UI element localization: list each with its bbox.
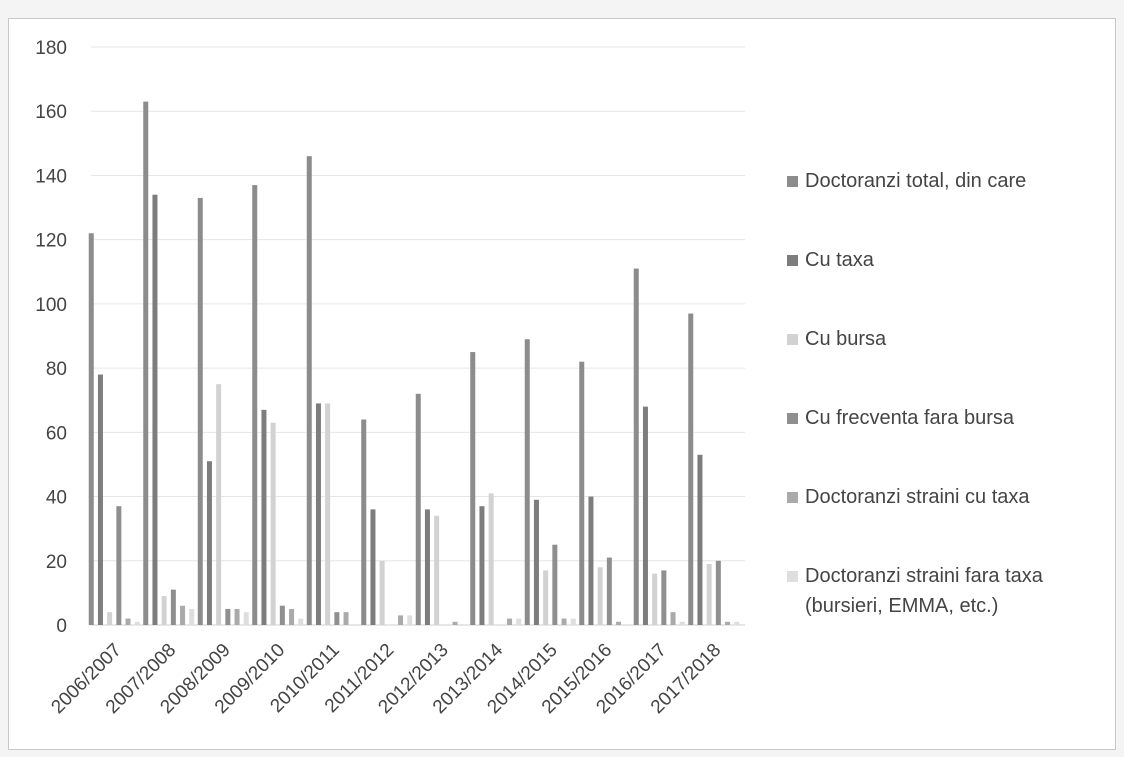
bar xyxy=(197,197,203,625)
y-tick-label: 60 xyxy=(46,423,67,444)
y-tick-label: 140 xyxy=(35,166,67,187)
legend: Doctoranzi total, din care Cu taxa Cu burs… xyxy=(787,170,1044,617)
bar xyxy=(533,499,539,625)
y-axis-ticks: 0 20 40 60 80 100 120 140 160 180 xyxy=(35,38,67,637)
bar xyxy=(306,156,312,625)
bar xyxy=(88,233,94,625)
bar xyxy=(488,493,494,625)
bar xyxy=(379,560,385,625)
bar xyxy=(452,621,458,625)
bar xyxy=(543,570,549,625)
bar xyxy=(334,612,340,625)
bar xyxy=(234,608,240,625)
bar xyxy=(470,352,476,625)
legend-label: (bursieri, EMMA, etc.) xyxy=(805,595,998,617)
bar xyxy=(398,615,404,625)
bar xyxy=(524,339,530,625)
bar xyxy=(361,419,367,625)
bar xyxy=(289,608,295,625)
bar xyxy=(661,570,667,625)
y-tick-label: 20 xyxy=(46,552,67,573)
x-axis-ticks: 2006/20072007/20082008/20092009/20102010… xyxy=(47,639,725,718)
bar xyxy=(298,618,304,625)
bar xyxy=(734,621,740,625)
legend-swatch xyxy=(787,571,798,582)
legend-label: Cu frecventa fara bursa xyxy=(805,407,1015,429)
bar xyxy=(125,618,131,625)
y-tick-label: 40 xyxy=(46,488,67,509)
legend-swatch xyxy=(787,492,798,503)
bar xyxy=(688,313,694,625)
legend-swatch xyxy=(787,413,798,424)
bar xyxy=(434,515,440,625)
bar xyxy=(279,605,285,625)
bar xyxy=(407,615,413,625)
y-tick-label: 160 xyxy=(35,102,67,123)
bar xyxy=(206,461,212,625)
bar xyxy=(552,544,558,625)
bar xyxy=(134,621,140,625)
bar xyxy=(570,618,576,625)
bar xyxy=(597,567,603,625)
bar xyxy=(479,506,485,625)
bar xyxy=(579,361,585,625)
bar xyxy=(325,403,331,625)
bar xyxy=(424,509,430,625)
legend-label: Doctoranzi straini fara taxa xyxy=(805,565,1044,587)
bar xyxy=(715,560,721,625)
bar xyxy=(561,618,567,625)
bar xyxy=(270,422,276,625)
bar xyxy=(252,185,258,626)
y-tick-label: 100 xyxy=(35,295,67,316)
bar xyxy=(652,573,658,625)
bar-chart: 0 20 40 60 80 100 120 140 160 180 2006/20072007/2… xyxy=(35,38,1044,718)
bar xyxy=(606,557,612,625)
legend-swatch xyxy=(787,334,798,345)
bar xyxy=(315,403,321,625)
y-tick-label: 80 xyxy=(46,359,67,380)
bar xyxy=(725,621,731,625)
bar xyxy=(516,618,522,625)
bar xyxy=(261,409,267,625)
legend-label: Doctoranzi total, din care xyxy=(805,170,1026,192)
bar xyxy=(588,496,594,625)
bar xyxy=(107,612,113,625)
bar xyxy=(116,506,122,625)
bar xyxy=(642,406,648,625)
bar xyxy=(180,605,186,625)
bar xyxy=(670,612,676,625)
bar xyxy=(189,608,195,625)
legend-label: Doctoranzi straini cu taxa xyxy=(805,486,1030,508)
legend-swatch xyxy=(787,255,798,266)
legend-label: Cu taxa xyxy=(805,249,875,271)
bar xyxy=(507,618,513,625)
bar xyxy=(415,393,421,625)
bar xyxy=(370,509,376,625)
bar xyxy=(161,596,167,625)
y-tick-label: 0 xyxy=(56,616,67,637)
bar xyxy=(679,621,685,625)
bar xyxy=(343,612,349,625)
bar xyxy=(706,563,712,625)
bar xyxy=(243,612,249,625)
legend-label: Cu bursa xyxy=(805,328,887,350)
bar xyxy=(97,374,103,625)
bar xyxy=(616,621,622,625)
y-tick-label: 180 xyxy=(35,38,67,59)
bar xyxy=(225,608,231,625)
bar xyxy=(697,454,703,625)
bar xyxy=(152,194,158,625)
y-tick-label: 120 xyxy=(35,231,67,252)
bar xyxy=(170,589,176,625)
bar xyxy=(633,268,639,625)
bar xyxy=(143,101,149,626)
bar xyxy=(216,384,222,625)
bars xyxy=(88,101,740,626)
chart-frame: 0 20 40 60 80 100 120 140 160 180 2006/2007 2007/2… xyxy=(8,18,1116,750)
legend-swatch xyxy=(787,176,798,187)
